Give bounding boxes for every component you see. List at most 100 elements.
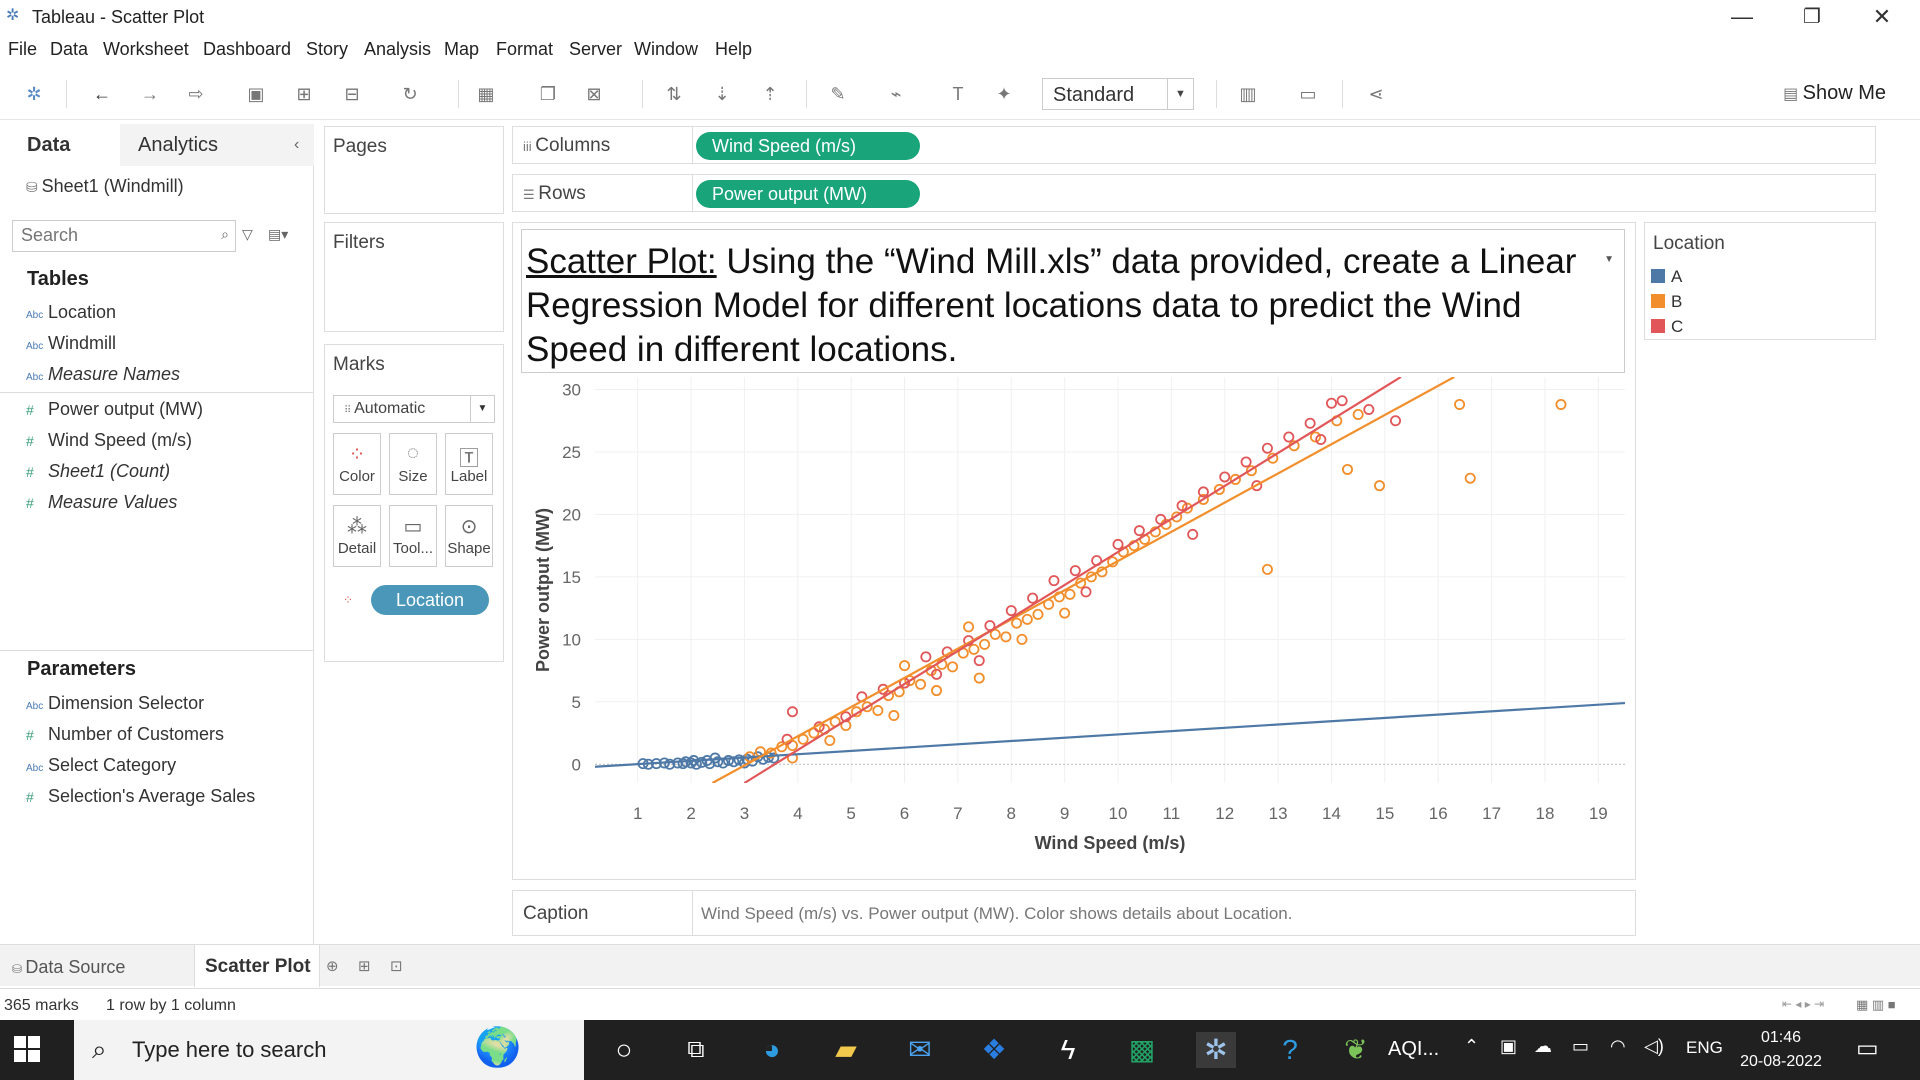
clock[interactable]: 01:46 20-08-2022 (1736, 1026, 1826, 1074)
param-number-of-customers[interactable]: # Number of Customers (26, 724, 225, 744)
detail-button[interactable]: ⁂ Detail (333, 505, 381, 567)
new-datasource-icon[interactable]: ⊞ (296, 84, 312, 104)
onedrive-icon[interactable]: ☁ (1534, 1036, 1552, 1056)
field-sheet-count[interactable]: # Sheet1 (Count) (26, 461, 171, 481)
field-wind-speed[interactable]: # Wind Speed (m/s) (26, 430, 193, 450)
menu-map[interactable]: Map (444, 39, 480, 59)
app-icon[interactable]: ϟ (1060, 1034, 1076, 1065)
menu-file[interactable]: File (8, 39, 38, 59)
minimize-button[interactable]: — (1731, 4, 1753, 29)
datasource-item[interactable]: ⛁ Sheet1 (Windmill) (26, 176, 184, 197)
dropbox-icon[interactable]: ❖ (981, 1034, 1007, 1065)
wind-speed-pill[interactable]: Wind Speed (m/s) (696, 132, 920, 160)
fit-dropdown[interactable]: Standard ▼ (1042, 78, 1194, 110)
scatter-chart[interactable]: 1 2 3 4 5 6 7 8 9 10 11 12 13 14 15 16 17 18 1905101520253… (513, 373, 1635, 879)
power-output-pill[interactable]: Power output (MW) (696, 180, 920, 208)
replay-icon[interactable]: ⇨ (188, 84, 204, 104)
labels-icon[interactable]: T (952, 84, 964, 104)
field-measure-values[interactable]: # Measure Values (26, 492, 178, 512)
filter-icon[interactable]: ▽ (242, 226, 253, 242)
redo-icon[interactable]: → (141, 84, 159, 104)
swap-icon[interactable]: ⇅ (666, 84, 682, 104)
search-field[interactable]: ⌕ (12, 220, 236, 252)
share-icon[interactable]: ⋖ (1368, 84, 1384, 104)
task-view-icon[interactable]: ⧉ (687, 1036, 705, 1063)
undo-icon[interactable]: ← (93, 84, 111, 104)
menu-data[interactable]: Data (50, 39, 89, 59)
sort-descending-icon[interactable]: ⇡ (762, 84, 778, 104)
aqi-leaf-icon[interactable]: ❦ (1344, 1034, 1368, 1065)
highlight-icon[interactable]: ✎ (830, 84, 846, 104)
menu-story[interactable]: Story (306, 39, 349, 59)
chevron-down-icon[interactable]: ▼ (470, 396, 494, 422)
cards-icon[interactable]: ▥ (1239, 84, 1257, 104)
chevron-up-icon[interactable]: ⌃ (1464, 1036, 1480, 1056)
view-options-icon[interactable]: ▤▾ (268, 226, 289, 242)
tab-scatter-plot[interactable]: Scatter Plot (194, 945, 320, 987)
field-windmill[interactable]: Abc Windmill (26, 333, 117, 353)
new-story-tab-icon[interactable]: ⊡ (390, 958, 403, 975)
new-worksheet-tab-icon[interactable]: ⊕ (326, 958, 339, 975)
help-icon[interactable]: ? (1282, 1034, 1298, 1065)
collapse-pane-icon[interactable]: ‹ (294, 136, 300, 153)
notification-icon[interactable]: ▭ (1856, 1035, 1879, 1062)
location-color-pill[interactable]: Location (371, 585, 489, 615)
edge-icon[interactable]: ◕ (763, 1034, 781, 1065)
volume-icon[interactable]: ◁) (1644, 1036, 1664, 1056)
tableau-task-icon[interactable]: ✲ (1196, 1032, 1236, 1068)
view-toggle-icon[interactable]: ▦ ▥ ■ (1856, 997, 1896, 1012)
sheet-title[interactable]: Scatter Plot: Using the “Wind Mill.xls” … (521, 229, 1625, 373)
field-power-output[interactable]: # Power output (MW) (26, 399, 204, 419)
clear-sheet-icon[interactable]: ⊠ (586, 84, 602, 104)
pages-card[interactable]: Pages (324, 126, 504, 214)
menu-analysis[interactable]: Analysis (364, 39, 432, 59)
cortana-icon[interactable]: ○ (615, 1034, 633, 1065)
group-icon[interactable]: ⌁ (890, 84, 902, 104)
pause-updates-icon[interactable]: ⊟ (344, 84, 360, 104)
save-icon[interactable]: ▣ (247, 84, 265, 104)
tooltip-button[interactable]: ▭ Tool... (389, 505, 437, 567)
tab-data-source[interactable]: ⛁ Data Source (12, 957, 126, 977)
field-measure-names[interactable]: Abc Measure Names (26, 364, 181, 384)
new-dashboard-tab-icon[interactable]: ⊞ (358, 958, 371, 975)
tab-analytics[interactable]: Analytics (120, 124, 314, 166)
label-button[interactable]: 🅃 Label (445, 433, 493, 495)
sort-ascending-icon[interactable]: ⇣ (714, 84, 730, 104)
taskbar-search[interactable]: ⌕ Type here to search 🌍 (74, 1020, 584, 1080)
field-location[interactable]: Abc Location (26, 302, 117, 322)
show-me-button[interactable]: ▤ Show Me (1783, 82, 1886, 105)
param-select-category[interactable]: Abc Select Category (26, 755, 177, 775)
color-button[interactable]: ⁘ Color (333, 433, 381, 495)
menu-window[interactable]: Window (634, 39, 699, 59)
restore-button[interactable]: ❐ (1803, 6, 1821, 28)
chevron-down-icon[interactable]: ▼ (1167, 79, 1193, 109)
close-button[interactable]: ✕ (1872, 4, 1892, 29)
menu-worksheet[interactable]: Worksheet (103, 39, 189, 59)
title-menu-icon[interactable]: ▼ (1604, 254, 1614, 265)
duplicate-icon[interactable]: ❐ (539, 84, 557, 104)
start-button[interactable] (14, 1036, 42, 1064)
filters-card[interactable]: Filters (324, 222, 504, 332)
tableau-logo-icon[interactable]: ✲ (26, 84, 42, 104)
navigation-arrows-icon[interactable]: ⇤ ◂ ▸ ⇥ (1782, 997, 1825, 1011)
refresh-icon[interactable]: ↻ (402, 84, 418, 104)
mail-icon[interactable]: ✉ (908, 1034, 932, 1065)
meet-icon[interactable]: ▣ (1500, 1036, 1518, 1056)
presentation-icon[interactable]: ▭ (1299, 84, 1317, 104)
menu-dashboard[interactable]: Dashboard (203, 39, 292, 59)
battery-icon[interactable]: ▭ (1572, 1036, 1590, 1056)
mark-type-dropdown[interactable]: ⠿ Automatic ▼ (333, 395, 495, 423)
excel-icon[interactable]: ▩ (1128, 1034, 1156, 1065)
param-dimension-selector[interactable]: Abc Dimension Selector (26, 693, 205, 713)
menu-server[interactable]: Server (569, 39, 623, 59)
legend-item-c[interactable]: C (1651, 317, 1683, 337)
size-button[interactable]: ◌ Size (389, 433, 437, 495)
wifi-icon[interactable]: ◠ (1610, 1036, 1626, 1056)
aqi-text[interactable]: AQI... (1388, 1038, 1440, 1060)
legend-item-b[interactable]: B (1651, 292, 1682, 312)
file-explorer-icon[interactable]: ▰ (835, 1034, 857, 1065)
new-worksheet-icon[interactable]: ▦ (477, 84, 495, 104)
shape-button[interactable]: ⊙ Shape (445, 505, 493, 567)
pin-icon[interactable]: ✦ (996, 84, 1012, 104)
legend-item-a[interactable]: A (1651, 267, 1682, 287)
